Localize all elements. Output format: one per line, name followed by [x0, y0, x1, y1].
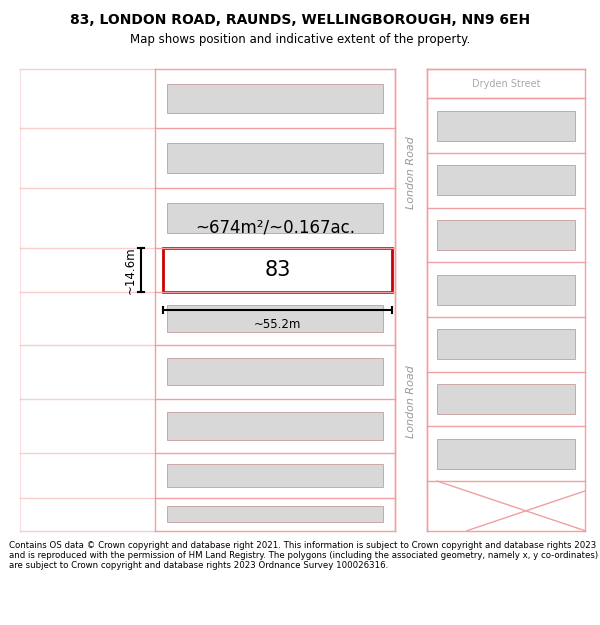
- Bar: [167, 143, 383, 173]
- Bar: [437, 275, 575, 305]
- Text: 83: 83: [265, 260, 290, 280]
- Bar: [437, 329, 575, 359]
- Bar: [437, 384, 575, 414]
- Text: ~674m²/~0.167ac.: ~674m²/~0.167ac.: [195, 219, 355, 237]
- Bar: [437, 166, 575, 196]
- Text: ~55.2m: ~55.2m: [254, 318, 301, 331]
- Bar: [167, 358, 383, 385]
- Bar: [167, 412, 383, 439]
- Bar: [167, 84, 383, 113]
- Bar: [437, 220, 575, 250]
- Text: Dryden Street: Dryden Street: [472, 79, 540, 89]
- Bar: [167, 306, 383, 332]
- Bar: [163, 248, 392, 292]
- Bar: [167, 506, 383, 522]
- Bar: [437, 111, 575, 141]
- Bar: [437, 439, 575, 469]
- Text: 83, LONDON ROAD, RAUNDS, WELLINGBOROUGH, NN9 6EH: 83, LONDON ROAD, RAUNDS, WELLINGBOROUGH,…: [70, 13, 530, 27]
- Text: Contains OS data © Crown copyright and database right 2021. This information is : Contains OS data © Crown copyright and d…: [9, 541, 598, 571]
- Text: Map shows position and indicative extent of the property.: Map shows position and indicative extent…: [130, 33, 470, 46]
- Text: London Road: London Road: [406, 365, 416, 438]
- Bar: [167, 203, 383, 232]
- Text: London Road: London Road: [406, 137, 416, 209]
- Text: ~14.6m: ~14.6m: [124, 246, 137, 294]
- Bar: [167, 464, 383, 487]
